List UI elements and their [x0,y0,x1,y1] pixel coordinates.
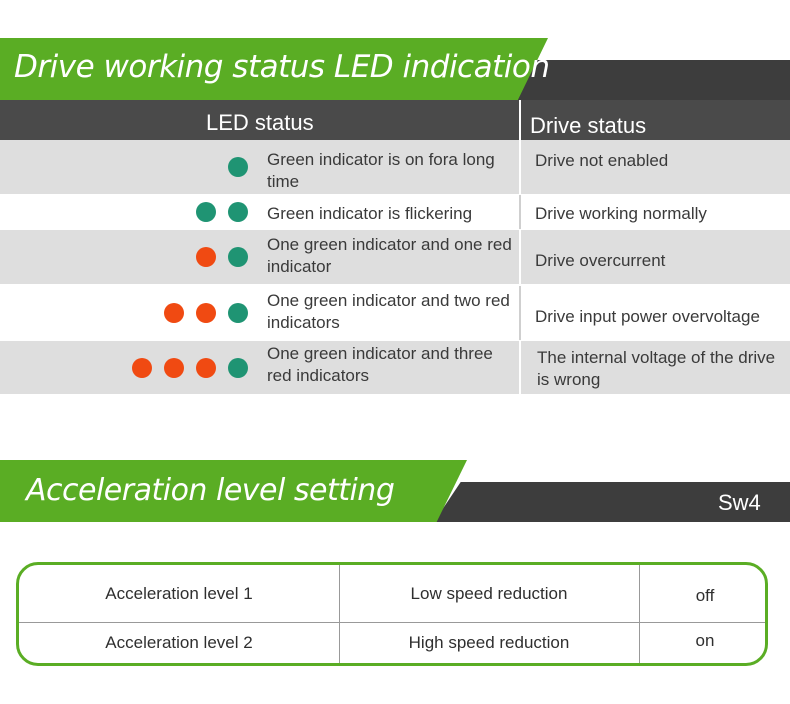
green-led-icon [228,247,248,267]
drive-status-header: Drive status [530,113,647,138]
led-table-row: One green indicator and one red indicato… [0,230,790,284]
drive-status-text: Drive working normally [535,204,707,223]
sw4-label: Sw4 [718,490,761,515]
accel-level-cell: Acceleration level 1 [105,584,253,603]
led-table-row: One green indicator and three red indica… [0,341,790,394]
led-status-header: LED status [206,110,314,135]
green-led-icon [228,303,248,323]
accel-col-divider-2 [639,565,640,663]
red-led-icon [164,358,184,378]
led-description: Green indicator is on fora long time [267,150,495,191]
led-table-row: Green indicator is on fora long time Driv… [0,140,790,194]
accel-switch-cell: off [695,586,715,605]
led-table-row: Green indicator is flickering Drive worki… [0,195,790,229]
accel-level-cell: Acceleration level 2 [105,633,253,652]
red-led-icon [132,358,152,378]
accel-col-divider-1 [339,565,340,663]
green-led-icon [228,358,248,378]
accel-table: Acceleration level 1 Low speed reduction… [16,562,768,666]
green-led-icon [228,157,248,177]
accel-mode-cell: Low speed reduction [410,584,568,603]
green-led-icon [196,202,216,222]
drive-status-text: The internal voltage of the drive is wro… [537,348,776,389]
header-column-divider [519,100,521,140]
led-table-row: One green indicator and two red indicato… [0,286,790,340]
accel-banner-green-tab [0,460,467,522]
red-led-icon [196,303,216,323]
drive-status-text: Drive overcurrent [535,251,666,270]
led-description: One green indicator and one red indicato… [267,235,512,276]
accel-section-title: Acceleration level setting [26,473,395,508]
row-column-divider [519,230,521,284]
row-column-divider [519,341,521,394]
led-description: One green indicator and two red indicato… [267,291,510,332]
drive-status-text: Drive input power overvoltage [535,307,760,326]
row-column-divider [519,195,521,229]
row-column-divider [519,140,521,194]
accel-row-divider [19,622,765,623]
drive-status-text: Drive not enabled [535,151,669,170]
red-led-icon [196,358,216,378]
led-description: One green indicator and three red indica… [267,344,493,385]
led-banner-green-tab [0,38,548,100]
row-column-divider [519,286,521,340]
led-section-title: Drive working status LED indication [14,49,550,85]
red-led-icon [164,303,184,323]
led-table-header-bar [0,100,790,140]
red-led-icon [196,247,216,267]
green-led-icon [228,202,248,222]
accel-banner-dark-bar [434,482,790,522]
led-description: Green indicator is flickering [267,204,473,223]
accel-switch-cell: on [695,631,715,650]
accel-mode-cell: High speed reduction [408,633,570,652]
